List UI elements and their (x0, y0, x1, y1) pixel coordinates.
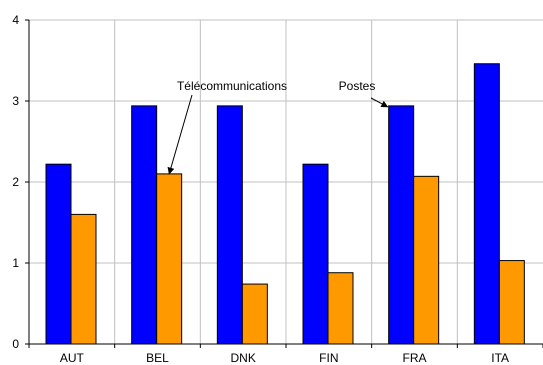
bar-fin-telecommunications (327, 272, 354, 345)
x-tick-label: ITA (491, 351, 509, 365)
axes (25, 19, 543, 348)
bar-ita-telecommunications (498, 260, 525, 345)
gridlines (29, 19, 543, 344)
bar-bel-postes (131, 105, 158, 345)
bar-dnk-telecommunications (241, 283, 268, 345)
bar-fra-telecommunications (413, 175, 440, 345)
x-tick-labels: AUT BEL DNK FIN FRA ITA (60, 351, 509, 365)
y-tick-labels: 0 1 2 3 4 (12, 13, 19, 351)
bar-aut-telecommunications (70, 213, 97, 345)
bar-dnk-postes (216, 105, 243, 345)
x-tick-label: FRA (403, 351, 427, 365)
annotation-label: Postes (339, 79, 376, 93)
x-tick-label: BEL (146, 351, 169, 365)
bar-fin-postes (302, 163, 329, 345)
annotations: Télécommunications Postes (167, 79, 389, 175)
x-tick-label: AUT (60, 351, 85, 365)
bar-bel-telecommunications (156, 173, 183, 345)
y-tick-label: 1 (12, 256, 19, 270)
bar-fra-postes (388, 105, 415, 345)
bars (45, 63, 525, 345)
x-tick-label: DNK (230, 351, 255, 365)
y-tick-label: 0 (12, 337, 19, 351)
annotation-arrow (167, 94, 193, 175)
y-tick-label: 3 (12, 94, 19, 108)
annotation-label: Télécommunications (177, 79, 287, 93)
bar-aut-postes (45, 163, 72, 345)
bar-ita-postes (473, 63, 500, 345)
y-tick-label: 4 (12, 13, 19, 27)
annotation-arrow (370, 97, 389, 108)
x-tick-label: FIN (319, 351, 338, 365)
y-tick-label: 2 (12, 175, 19, 189)
